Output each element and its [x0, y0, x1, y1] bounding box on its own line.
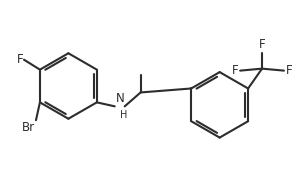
Text: F: F — [231, 64, 238, 77]
Text: Br: Br — [22, 121, 35, 134]
Text: F: F — [16, 53, 23, 66]
Text: H: H — [120, 110, 127, 120]
Text: N: N — [116, 92, 125, 105]
Text: F: F — [259, 38, 265, 51]
Text: F: F — [286, 64, 292, 77]
